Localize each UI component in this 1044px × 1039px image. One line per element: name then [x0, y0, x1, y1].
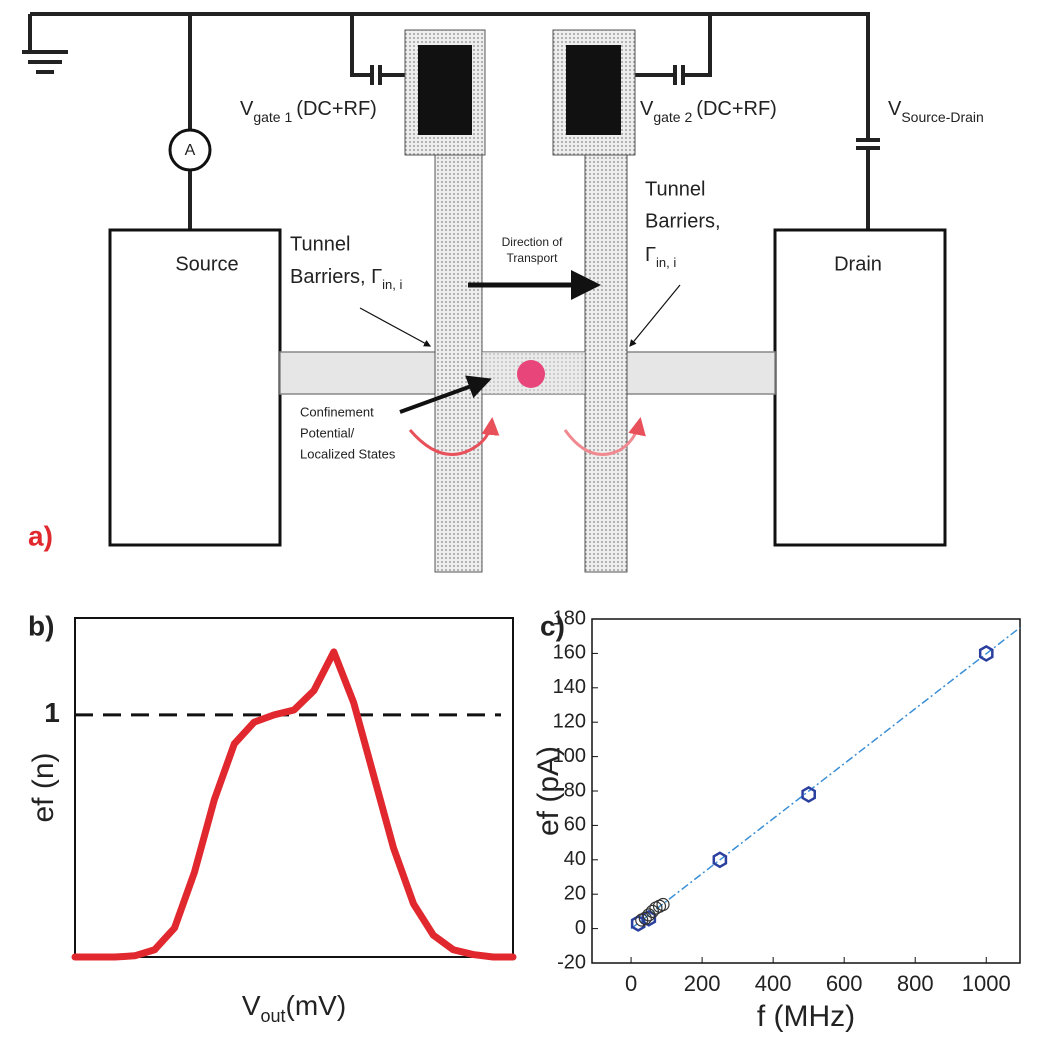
tunnel-arrow: [563, 417, 646, 456]
y-tick-label: 60: [564, 814, 586, 836]
v: V: [888, 98, 902, 120]
point: [638, 911, 652, 925]
y-tick-label: 80: [564, 779, 586, 801]
gate1-label: Vgate 1 (DC+RF): [240, 98, 377, 124]
y-tick-label: 1: [44, 697, 60, 728]
point: [712, 851, 728, 869]
x-axis-label: f (MHz): [757, 1000, 855, 1033]
v: V: [242, 990, 261, 1021]
diagram: Source Drain A Vgate 1 (DC+RF) Vgate 2 (DC…: [22, 12, 984, 573]
pointer-arrow: [629, 284, 681, 347]
gate-metal: [418, 45, 472, 135]
confinement-label: Potential/: [300, 425, 355, 440]
gate-metal: [566, 45, 621, 135]
x-tick-label: 800: [897, 971, 934, 996]
x-tick-label: 0: [625, 971, 637, 996]
tunnel-label: Γin, i: [645, 244, 676, 270]
point: [978, 644, 994, 662]
ammeter: [168, 128, 212, 172]
gate-strip: [434, 154, 483, 573]
y-axis-label: ef (n): [27, 752, 60, 822]
vsd-label: VSource-Drain: [888, 98, 984, 124]
point: [656, 897, 670, 912]
plot-frame: [74, 617, 514, 958]
x-tick-label: 200: [684, 971, 721, 996]
x-tick-label: 1000: [962, 971, 1011, 996]
source-box: [108, 228, 282, 547]
tunnel-label: Tunnel: [645, 178, 705, 200]
y-tick-label: 140: [553, 676, 586, 698]
text: Γ: [645, 244, 656, 266]
data-line: [71, 648, 517, 961]
sub: in, i: [382, 277, 402, 292]
direction-label: Direction of: [502, 235, 563, 249]
tunnel-arrow: [408, 417, 500, 456]
wires: [28, 12, 870, 230]
tunnel-label: Barriers,: [645, 210, 721, 232]
source-label: Source: [175, 253, 238, 275]
x-tick-label: 400: [755, 971, 792, 996]
fit-line: [630, 627, 1021, 930]
tunnel-label: Tunnel: [290, 233, 350, 255]
y-tick-label: 100: [553, 745, 586, 767]
ammeter-label: A: [185, 142, 196, 159]
y-tick-label: 40: [564, 848, 586, 870]
x-tick-label: 600: [826, 971, 863, 996]
sub: gate 1: [253, 109, 292, 125]
gate2-label: Vgate 2 (DC+RF): [640, 98, 777, 124]
electron: [517, 360, 545, 388]
suffix: (DC+RF): [696, 98, 777, 120]
unit: (mV): [286, 990, 347, 1021]
gate-strip: [584, 154, 628, 573]
ground: [22, 50, 68, 74]
suffix: (DC+RF): [296, 98, 377, 120]
pointer-arrow: [359, 307, 432, 347]
panel-label: b): [28, 610, 54, 641]
y-tick-label: -20: [557, 951, 586, 973]
point: [645, 904, 659, 919]
point: [630, 914, 646, 932]
sub: gate 2: [653, 109, 692, 125]
y-axis-label: ef (pA): [532, 746, 565, 836]
capacitors: [370, 65, 880, 150]
panel-label: c): [540, 610, 565, 641]
confinement-label: Localized States: [300, 446, 396, 461]
confinement-label: Confinement: [300, 404, 374, 419]
text: Barriers, Γ: [290, 266, 382, 288]
y-tick-label: 160: [553, 642, 586, 664]
v: V: [240, 98, 254, 120]
sub: Source-Drain: [901, 109, 983, 125]
y-tick-label: 120: [553, 710, 586, 732]
y-tick-label: 20: [564, 882, 586, 904]
drain-label: Drain: [834, 253, 882, 275]
sub: out: [261, 1006, 286, 1026]
drain-box: [773, 228, 947, 547]
pointer-arrow: [399, 375, 492, 414]
x-axis-label: Vout(mV): [242, 990, 346, 1025]
tunnel-label: Barriers, Γin, i: [290, 266, 402, 292]
charts: b) 1 ef (n) Vout(mV) c) -20 0 20 40 60 80 100 120 140…: [27, 607, 1021, 1033]
point: [801, 785, 816, 803]
panel-label: a): [28, 520, 53, 551]
y-tick-label: 180: [553, 607, 586, 629]
sub: in, i: [656, 255, 676, 270]
y-tick-label: 0: [575, 917, 586, 939]
point: [642, 908, 656, 922]
direction-label: Transport: [507, 251, 559, 265]
v: V: [640, 98, 654, 120]
